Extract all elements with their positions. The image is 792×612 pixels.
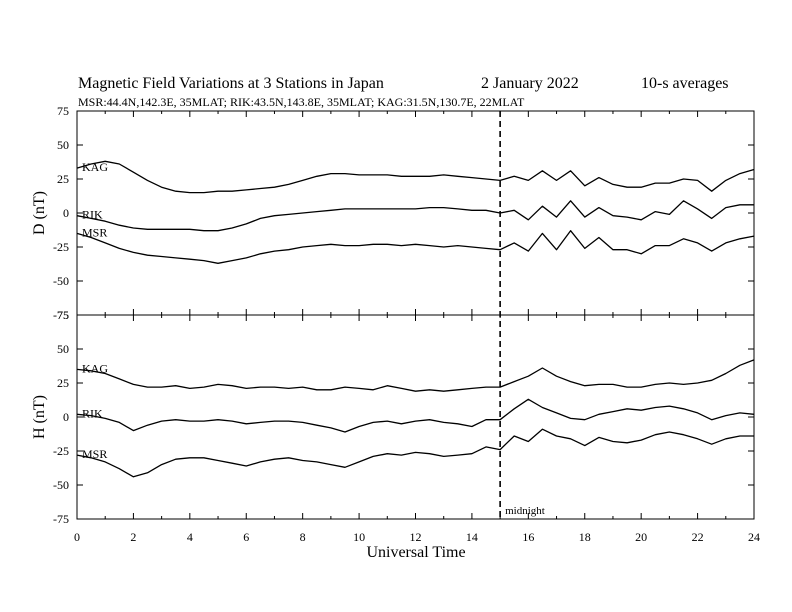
midnight-label: midnight — [505, 505, 545, 517]
x-axis-label: Universal Time — [366, 544, 465, 561]
y-tick-label: 50 — [57, 138, 69, 152]
y-tick-label: 0 — [63, 206, 69, 220]
y-tick-label: -25 — [53, 444, 69, 458]
series-label-kag: KAG — [82, 361, 108, 375]
series-line-kag — [76, 359, 755, 392]
chart-title: Magnetic Field Variations at 3 Stations … — [78, 75, 384, 92]
series-label-msr: MSR — [82, 447, 107, 461]
y-tick-label: 25 — [57, 172, 69, 186]
y-tick-label: -50 — [53, 274, 69, 288]
series-label-rik: RIK — [82, 208, 103, 222]
panel-2: 75 50 25 0 -25 -50 -75 H (nT) KAG RIK MSR — [31, 308, 755, 526]
x-tick-label: 14 — [466, 530, 478, 544]
y-tick-label: 25 — [57, 376, 69, 390]
y-tick-label: 50 — [57, 342, 69, 356]
y-tick-label: 75 — [57, 308, 69, 322]
chart-date: 2 January 2022 — [481, 75, 579, 92]
series-label-rik: RIK — [82, 406, 103, 420]
series-line-rik — [76, 398, 755, 433]
series-line-msr — [76, 230, 755, 264]
x-tick-label: 6 — [243, 530, 249, 544]
panels: 75 50 25 0 -25 -50 -75 D (nT) KAG RIK MSR 75 50 25 0 -2… — [31, 104, 755, 526]
x-tick-label: 22 — [692, 530, 704, 544]
y-tick-label: 75 — [57, 104, 69, 118]
series-line-rik — [76, 200, 754, 232]
y-tick-label: -75 — [53, 308, 69, 322]
x-tick-label: 4 — [187, 530, 193, 544]
y-tick-label: 0 — [63, 410, 69, 424]
y-tick-label: -50 — [53, 478, 69, 492]
panel-1: 75 50 25 0 -25 -50 -75 D (nT) KAG RIK MSR — [31, 104, 755, 322]
series-label-msr: MSR — [82, 225, 107, 239]
x-tick-label: 18 — [579, 530, 591, 544]
y-tick-label: -75 — [53, 512, 69, 526]
x-tick-label: 2 — [130, 530, 136, 544]
title-area: Magnetic Field Variations at 3 Stations … — [78, 75, 729, 109]
series-line-kag — [76, 160, 755, 194]
x-tick-label: 20 — [635, 530, 647, 544]
panel-frame — [76, 314, 755, 520]
y-axis-label: D (nT) — [31, 191, 48, 235]
x-tick-label: 24 — [748, 530, 760, 544]
y-tick-label: -25 — [53, 240, 69, 254]
y-axis-label: H (nT) — [31, 395, 48, 439]
x-tick-label: 0 — [74, 530, 80, 544]
x-tick-label: 8 — [300, 530, 306, 544]
chart-subtitle: MSR:44.4N,142.3E, 35MLAT; RIK:43.5N,143.… — [78, 95, 525, 109]
series-line-msr — [76, 428, 754, 478]
x-tick-label: 10 — [353, 530, 365, 544]
series-label-kag: KAG — [82, 160, 108, 174]
chart-averaging: 10-s averages — [641, 75, 729, 92]
x-tick-label: 16 — [522, 530, 534, 544]
x-tick-label: 12 — [410, 530, 422, 544]
